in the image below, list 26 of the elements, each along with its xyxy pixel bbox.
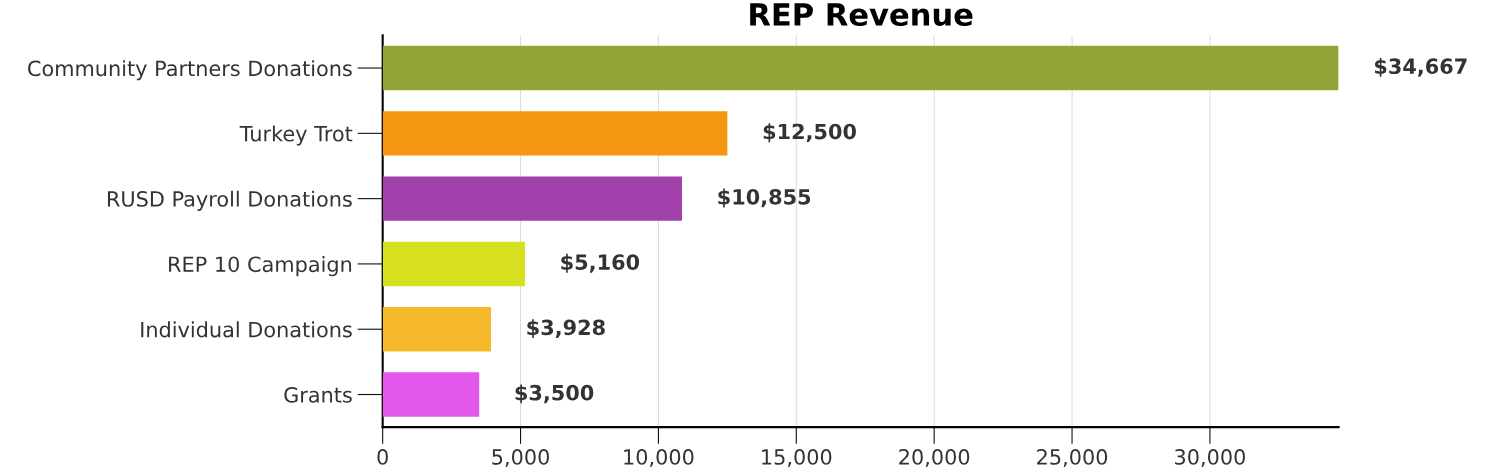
bar [382,307,491,352]
chart-title: REP Revenue [750,3,973,27]
y-tick-label: Individual Donations [141,321,352,338]
bar [382,45,1339,91]
data-label: $34,667 [1374,57,1467,77]
x-tick-label: 5,000 [492,449,549,467]
y-tick-label: Turkey Trot [239,125,353,146]
x-tick-label: 30,000 [1175,449,1245,467]
y-tick-label: RUSD Payroll Donations [107,190,352,211]
bar [382,372,480,417]
y-tick-label: REP 10 Campaign [169,256,352,277]
data-label: $3,500 [515,384,594,404]
data-label: $5,160 [561,253,640,273]
x-tick-label: 15,000 [762,449,832,467]
data-label: $3,928 [527,319,605,339]
data-label: $12,500 [763,123,856,143]
x-tick-label: 10,000 [624,449,694,467]
y-tick-label: Grants [284,386,352,403]
bar [382,111,728,156]
x-tick-label: 25,000 [1037,449,1108,467]
data-label: $10,855 [718,188,811,208]
y-tick-label: Community Partners Donations [28,60,352,81]
bar [382,176,682,221]
bar [382,241,525,287]
x-tick-label: 0 [377,449,388,465]
x-tick-label: 20,000 [899,449,970,467]
